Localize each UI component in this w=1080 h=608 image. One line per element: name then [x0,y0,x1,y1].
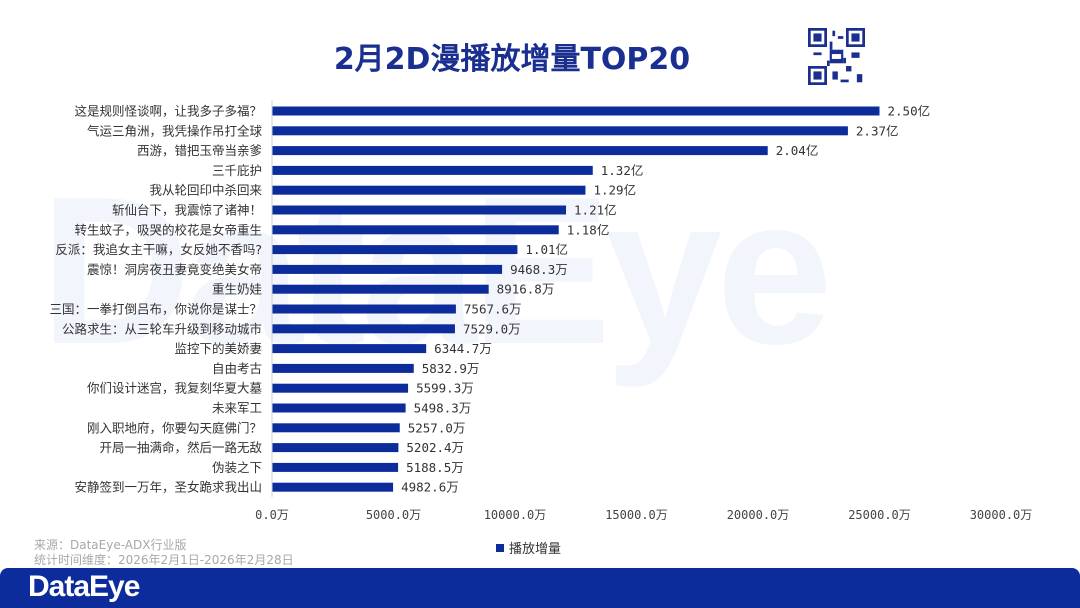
data-label: 2.50亿 [888,104,931,119]
category-label: 重生奶娃 [212,282,262,297]
category-label: 我从轮回印中杀回来 [149,183,262,198]
bar [272,185,586,195]
category-label: 震惊！洞房夜丑妻竟变绝美女帝 [87,262,262,277]
data-label: 5188.5万 [406,460,464,475]
category-label: 气运三角洲，我凭操作吊打全球 [87,123,263,138]
category-label: 转生蚊子，吸哭的校花是女帝重生 [74,222,262,237]
data-label: 2.37亿 [856,123,899,138]
data-label: 8916.8万 [497,282,555,297]
x-tick-label: 15000.0万 [605,508,668,522]
bar [272,363,414,373]
legend-label: 播放增量 [509,542,562,557]
x-tick-label: 30000.0万 [970,508,1033,522]
bar [272,423,400,433]
data-label: 1.29亿 [593,183,636,198]
x-tick-label: 10000.0万 [484,508,547,522]
data-label: 1.01亿 [525,242,568,257]
bar [272,443,399,453]
data-label: 5832.9万 [422,361,480,376]
bar [272,126,848,136]
chart-title: 2月2D漫播放增量TOP20 [333,42,691,77]
data-label: 9468.3万 [510,262,568,277]
bar [272,264,503,274]
legend-swatch [496,543,504,552]
category-label: 反派：我追女主干嘛，女反她不香吗? [55,242,262,257]
period-text: 统计时间维度：2026年2月1日-2026年2月28日 [34,553,294,567]
bar [272,165,593,175]
bar [272,205,567,215]
data-label: 5202.4万 [406,440,464,455]
data-label: 4982.6万 [401,480,459,495]
brand-logo: DataEye [28,570,140,603]
legend: 播放增量 [496,538,561,557]
bar [272,284,489,294]
data-label: 1.32亿 [601,163,644,178]
category-label: 公路求生：从三轮车升级到移动城市 [62,321,262,336]
category-label: 三国：一拳打倒吕布，你说你是谋士？ [49,302,262,317]
bar [272,462,399,472]
bar [272,482,394,492]
data-label: 1.18亿 [567,222,610,237]
footer-bar: DataEye [0,568,1080,608]
category-label: 西游，错把玉帝当亲爹 [137,143,262,158]
bar [272,146,768,156]
bar [272,225,559,235]
category-label: 开局一抽满命，然后一路无敌 [99,440,262,455]
data-label: 7567.6万 [464,302,522,317]
source-text: 来源：DataEye-ADX行业版 [34,538,187,552]
category-label: 未来军工 [212,401,262,416]
category-label: 自由考古 [212,361,262,376]
category-label: 伪装之下 [212,460,262,475]
data-label: 6344.7万 [434,341,492,356]
category-label: 这是规则怪谈啊，让我多子多福？ [74,104,262,119]
category-label: 安静签到一万年，圣女跪求我出山 [74,480,262,495]
category-label: 监控下的美娇妻 [174,341,262,356]
data-label: 2.04亿 [776,143,819,158]
category-label: 刚入职地府，你要勾天庭佛门？ [87,420,262,435]
data-label: 5257.0万 [408,420,466,435]
data-label: 5498.3万 [414,401,472,416]
data-label: 5599.3万 [416,381,474,396]
category-label: 三千庇护 [212,163,262,178]
bar [272,324,455,334]
bar [272,403,406,413]
bar [272,344,427,354]
x-tick-label: 20000.0万 [727,508,790,522]
data-label: 7529.0万 [463,321,521,336]
bar [272,245,518,255]
qr-code-icon [808,28,865,85]
x-tick-label: 0.0万 [255,508,289,522]
bar [272,304,456,314]
category-label: 你们设计迷宫，我复刻华夏大墓 [87,381,263,396]
bar [272,106,880,116]
x-tick-label: 25000.0万 [848,508,911,522]
x-tick-label: 5000.0万 [366,508,421,522]
category-label: 斩仙台下，我震惊了诸神！ [112,203,262,218]
bar [272,383,409,393]
data-label: 1.21亿 [574,203,617,218]
